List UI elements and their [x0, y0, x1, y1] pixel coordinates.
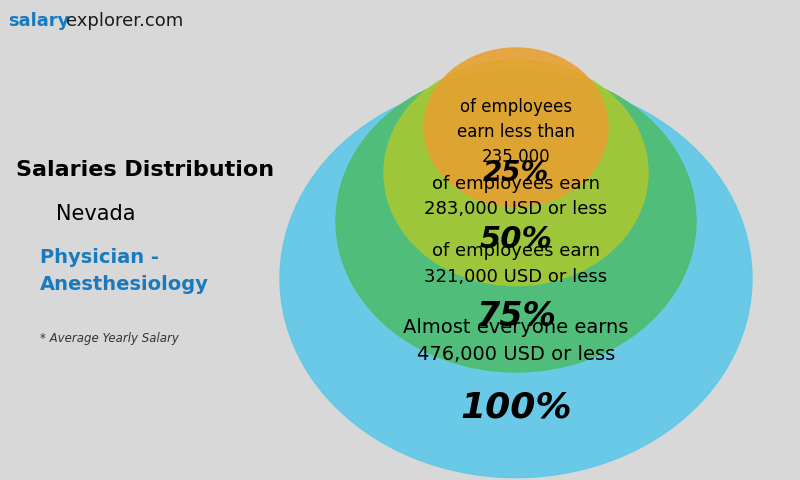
- Text: * Average Yearly Salary: * Average Yearly Salary: [40, 332, 179, 345]
- Ellipse shape: [384, 60, 648, 286]
- Text: Nevada: Nevada: [56, 204, 135, 224]
- Text: 100%: 100%: [460, 391, 572, 425]
- Ellipse shape: [424, 48, 608, 206]
- Text: 25%: 25%: [483, 159, 549, 187]
- Text: Salaries Distribution: Salaries Distribution: [16, 160, 274, 180]
- Ellipse shape: [280, 79, 752, 478]
- Text: of employees earn
321,000 USD or less: of employees earn 321,000 USD or less: [425, 242, 607, 286]
- Text: salary: salary: [8, 12, 70, 30]
- Text: of employees
earn less than
235,000: of employees earn less than 235,000: [457, 98, 575, 166]
- Text: Almost everyone earns
476,000 USD or less: Almost everyone earns 476,000 USD or les…: [403, 318, 629, 363]
- Text: 75%: 75%: [476, 300, 556, 333]
- Text: 50%: 50%: [479, 226, 553, 254]
- Text: explorer.com: explorer.com: [66, 12, 183, 30]
- Text: Physician -
Anesthesiology: Physician - Anesthesiology: [40, 249, 209, 294]
- Ellipse shape: [336, 70, 696, 372]
- Text: of employees earn
283,000 USD or less: of employees earn 283,000 USD or less: [425, 175, 607, 218]
